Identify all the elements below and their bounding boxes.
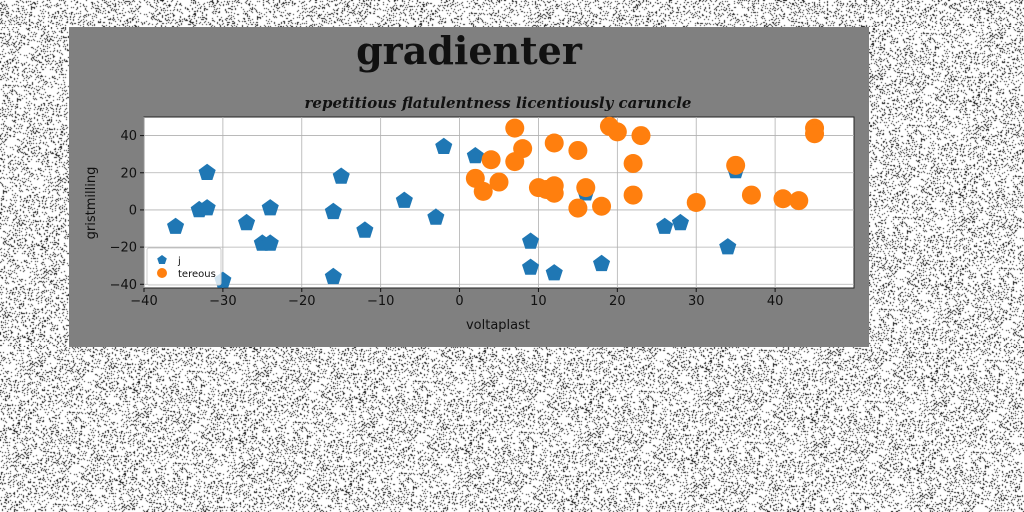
scatter-point — [522, 232, 540, 249]
chart-figure: gradienter repetitious flatulentness lic… — [69, 27, 869, 347]
scatter-point — [544, 176, 564, 196]
scatter-point — [198, 199, 216, 216]
scatter-point — [719, 238, 737, 255]
y-axis-label: gristmilling — [84, 167, 99, 240]
chart-title: gradienter — [356, 28, 582, 73]
x-tick-label: −30 — [209, 294, 236, 309]
scatter-point — [773, 189, 793, 209]
scatter-point — [623, 153, 643, 173]
y-tick-label: −40 — [110, 278, 137, 293]
scatter-point — [167, 217, 185, 234]
scatter-point — [513, 139, 533, 159]
x-tick-label: 40 — [767, 294, 784, 309]
scatter-point — [473, 181, 493, 201]
scatter-point — [576, 178, 596, 198]
scatter-point — [261, 234, 279, 251]
x-tick-label: 0 — [455, 294, 463, 309]
scatter-point — [522, 258, 540, 275]
scatter-point — [356, 221, 374, 238]
scatter-point — [545, 264, 563, 281]
scatter-point — [623, 185, 643, 205]
scatter-point — [686, 193, 706, 212]
legend-label: j — [177, 256, 181, 267]
x-tick-label: 30 — [688, 294, 705, 309]
scatter-point — [671, 213, 689, 231]
scatter-point — [805, 124, 825, 144]
x-axis-label: voltaplast — [466, 318, 530, 333]
legend-marker — [157, 268, 167, 278]
scatter-point — [568, 140, 588, 160]
scatter-point — [592, 196, 612, 216]
scatter-point — [593, 254, 611, 272]
scatter-point — [505, 118, 525, 138]
scatter-point — [395, 191, 413, 208]
x-tick-label: −40 — [130, 294, 157, 309]
scatter-point — [198, 163, 216, 180]
scatter-point — [238, 213, 256, 231]
scatter-point — [435, 137, 453, 154]
scatter-point — [332, 167, 350, 184]
scatter-point — [656, 217, 674, 234]
axis-ticks: −40 −30 −20 −10 0 10 20 30 40 −40 −20 0 20 40 — [110, 129, 784, 309]
legend-marker — [157, 255, 167, 264]
scatter-chart: repetitious flatulentness licentiously c… — [84, 94, 855, 333]
legend-label: tereous — [178, 269, 216, 280]
scatter-point — [789, 191, 809, 211]
y-tick-label: 20 — [120, 166, 137, 181]
chart-subtitle: repetitious flatulentness licentiously c… — [305, 94, 692, 112]
x-tick-label: 20 — [609, 294, 626, 309]
scatter-point — [427, 208, 445, 225]
x-tick-label: −10 — [367, 294, 394, 309]
scatter-point — [568, 198, 588, 218]
scatter-point — [741, 185, 761, 205]
x-tick-label: −20 — [288, 294, 315, 309]
scatter-point — [324, 202, 342, 220]
scatter-point — [261, 199, 279, 216]
x-tick-label: 10 — [530, 294, 547, 309]
plot-area — [143, 116, 855, 289]
scatter-point — [607, 122, 627, 142]
y-tick-label: −20 — [110, 241, 137, 256]
y-tick-label: 40 — [120, 129, 137, 144]
scatter-point — [489, 172, 509, 192]
scatter-point — [726, 155, 746, 175]
y-tick-label: 0 — [129, 203, 137, 218]
legend: j tereous — [146, 247, 222, 286]
data-points — [167, 116, 825, 288]
scatter-point — [324, 267, 342, 285]
scatter-point — [631, 126, 651, 146]
scatter-point — [544, 133, 564, 153]
scatter-point — [466, 147, 484, 164]
scatter-point — [481, 150, 501, 170]
